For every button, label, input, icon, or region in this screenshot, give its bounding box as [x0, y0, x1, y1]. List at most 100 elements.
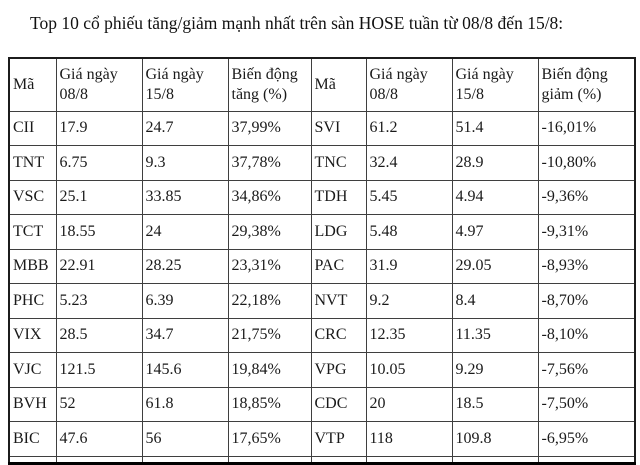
- empty-cell: [227, 455, 312, 465]
- value-cell: 5.45: [365, 179, 453, 215]
- value-cell: 8.4: [451, 283, 539, 319]
- stock-code-cell: TNC: [310, 145, 367, 181]
- value-cell: 23,31%: [227, 248, 312, 284]
- value-cell: -8,10%: [537, 317, 636, 353]
- value-cell: 145.6: [141, 352, 229, 388]
- value-cell: 37,99%: [227, 110, 312, 146]
- value-cell: -7,56%: [537, 352, 636, 388]
- stock-code-cell: TNT: [8, 145, 57, 181]
- table-row: TCT 18.55 24 29,38% LDG 5.48 4.97 -9,31%: [8, 214, 636, 250]
- value-cell: 19,84%: [227, 352, 312, 388]
- value-cell: 25.1: [55, 179, 143, 215]
- empty-cell: [141, 455, 229, 465]
- table-row: MBB 22.91 28.25 23,31% PAC 31.9 29.05 -8,93%: [8, 248, 636, 284]
- stock-code-cell: MBB: [8, 248, 57, 284]
- stock-code-cell: CRC: [310, 317, 367, 353]
- value-cell: -8,93%: [537, 248, 636, 284]
- value-cell: 5.23: [55, 283, 143, 319]
- value-cell: 52: [55, 386, 143, 422]
- value-cell: 22.91: [55, 248, 143, 284]
- table-body: CII 17.9 24.7 37,99% SVI 61.2 51.4 -16,01% TNT 6.…: [8, 110, 636, 465]
- value-cell: 109.8: [451, 421, 539, 457]
- value-cell: 4.97: [451, 214, 539, 250]
- value-cell: 6.39: [141, 283, 229, 319]
- value-cell: 18.55: [55, 214, 143, 250]
- value-cell: -8,70%: [537, 283, 636, 319]
- stock-code-cell: BVH: [8, 386, 57, 422]
- value-cell: 24.7: [141, 110, 229, 146]
- empty-cell: [365, 455, 453, 465]
- value-cell: -10,80%: [537, 145, 636, 181]
- stock-code-cell: TCT: [8, 214, 57, 250]
- value-cell: 37,78%: [227, 145, 312, 181]
- empty-cell: [310, 455, 367, 465]
- empty-cell: [8, 455, 57, 465]
- header-cell-0: Mã: [8, 57, 57, 112]
- value-cell: 47.6: [55, 421, 143, 457]
- stock-code-cell: SVI: [310, 110, 367, 146]
- value-cell: 34,86%: [227, 179, 312, 215]
- empty-cell: [451, 455, 539, 465]
- stock-code-cell: CDC: [310, 386, 367, 422]
- value-cell: 5.48: [365, 214, 453, 250]
- value-cell: -16,01%: [537, 110, 636, 146]
- table-row: TNT 6.75 9.3 37,78% TNC 32.4 28.9 -10,80%: [8, 145, 636, 181]
- header-cell-6: Giá ngày 15/8: [451, 57, 539, 112]
- header-cell-4: Mã: [310, 57, 367, 112]
- table-row: VIX 28.5 34.7 21,75% CRC 12.35 11.35 -8,10%: [8, 317, 636, 353]
- header-cell-1: Giá ngày 08/8: [55, 57, 143, 112]
- stock-code-cell: PAC: [310, 248, 367, 284]
- value-cell: 31.9: [365, 248, 453, 284]
- table-row: BIC 47.6 56 17,65% VTP 118 109.8 -6,95%: [8, 421, 636, 457]
- table-header-row: Mã Giá ngày 08/8 Giá ngày 15/8 Biến động tă…: [8, 57, 636, 112]
- value-cell: -9,36%: [537, 179, 636, 215]
- value-cell: 18,85%: [227, 386, 312, 422]
- header-cell-3: Biến động tăng (%): [227, 57, 312, 112]
- partial-empty-row: [8, 455, 636, 465]
- value-cell: 4.94: [451, 179, 539, 215]
- value-cell: 29,38%: [227, 214, 312, 250]
- value-cell: 28.9: [451, 145, 539, 181]
- value-cell: 24: [141, 214, 229, 250]
- value-cell: 6.75: [55, 145, 143, 181]
- value-cell: 61.8: [141, 386, 229, 422]
- stock-code-cell: VTP: [310, 421, 367, 457]
- empty-cell: [55, 455, 143, 465]
- value-cell: 56: [141, 421, 229, 457]
- value-cell: 22,18%: [227, 283, 312, 319]
- value-cell: 28.5: [55, 317, 143, 353]
- value-cell: 21,75%: [227, 317, 312, 353]
- value-cell: 11.35: [451, 317, 539, 353]
- value-cell: -7,50%: [537, 386, 636, 422]
- stock-code-cell: VJC: [8, 352, 57, 388]
- value-cell: 12.35: [365, 317, 453, 353]
- stock-code-cell: BIC: [8, 421, 57, 457]
- value-cell: 34.7: [141, 317, 229, 353]
- value-cell: 28.25: [141, 248, 229, 284]
- value-cell: 121.5: [55, 352, 143, 388]
- stock-code-cell: PHC: [8, 283, 57, 319]
- header-cell-5: Giá ngày 08/8: [365, 57, 453, 112]
- header-cell-2: Giá ngày 15/8: [141, 57, 229, 112]
- table-row: PHC 5.23 6.39 22,18% NVT 9.2 8.4 -8,70%: [8, 283, 636, 319]
- table-row: VSC 25.1 33.85 34,86% TDH 5.45 4.94 -9,36%: [8, 179, 636, 215]
- value-cell: -9,31%: [537, 214, 636, 250]
- stock-code-cell: VIX: [8, 317, 57, 353]
- empty-cell: [537, 455, 636, 465]
- stock-code-cell: VSC: [8, 179, 57, 215]
- value-cell: 18.5: [451, 386, 539, 422]
- stock-code-cell: LDG: [310, 214, 367, 250]
- stock-code-cell: VPG: [310, 352, 367, 388]
- value-cell: 118: [365, 421, 453, 457]
- value-cell: 29.05: [451, 248, 539, 284]
- table-row: CII 17.9 24.7 37,99% SVI 61.2 51.4 -16,01%: [8, 110, 636, 146]
- stock-code-cell: CII: [8, 110, 57, 146]
- header-cell-7: Biến động giảm (%): [537, 57, 636, 112]
- value-cell: -6,95%: [537, 421, 636, 457]
- value-cell: 32.4: [365, 145, 453, 181]
- value-cell: 51.4: [451, 110, 539, 146]
- table-row: VJC 121.5 145.6 19,84% VPG 10.05 9.29 -7,56%: [8, 352, 636, 388]
- value-cell: 9.29: [451, 352, 539, 388]
- page-title: Top 10 cổ phiếu tăng/giảm mạnh nhất trên…: [30, 13, 564, 33]
- value-cell: 61.2: [365, 110, 453, 146]
